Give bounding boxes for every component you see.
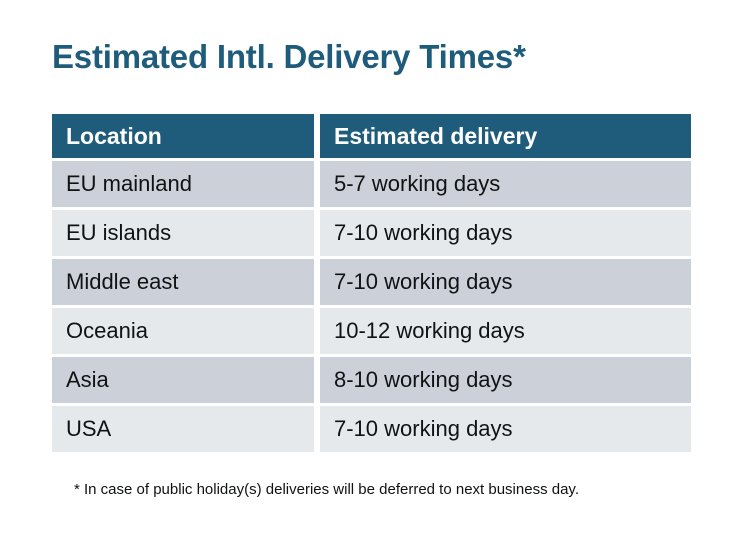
cell-location: EU islands [52, 210, 314, 256]
column-header-estimated-delivery: Estimated delivery [320, 114, 691, 158]
cell-location: USA [52, 406, 314, 452]
cell-location: EU mainland [52, 161, 314, 207]
table-row: Asia 8-10 working days [52, 357, 691, 403]
table-row: Oceania 10-12 working days [52, 308, 691, 354]
delivery-times-table: Location Estimated delivery EU mainland … [52, 114, 691, 452]
table-row: Middle east 7-10 working days [52, 259, 691, 305]
cell-estimated-delivery: 7-10 working days [320, 406, 691, 452]
table-row: EU islands 7-10 working days [52, 210, 691, 256]
cell-estimated-delivery: 10-12 working days [320, 308, 691, 354]
cell-estimated-delivery: 8-10 working days [320, 357, 691, 403]
table-row: USA 7-10 working days [52, 406, 691, 452]
footnote: * In case of public holiday(s) deliverie… [74, 481, 579, 498]
cell-location: Middle east [52, 259, 314, 305]
cell-estimated-delivery: 7-10 working days [320, 259, 691, 305]
table-header-row: Location Estimated delivery [52, 114, 691, 158]
cell-location: Oceania [52, 308, 314, 354]
table-row: EU mainland 5-7 working days [52, 161, 691, 207]
cell-estimated-delivery: 7-10 working days [320, 210, 691, 256]
cell-location: Asia [52, 357, 314, 403]
page-title: Estimated Intl. Delivery Times* [52, 38, 526, 75]
cell-estimated-delivery: 5-7 working days [320, 161, 691, 207]
column-header-location: Location [52, 114, 314, 158]
